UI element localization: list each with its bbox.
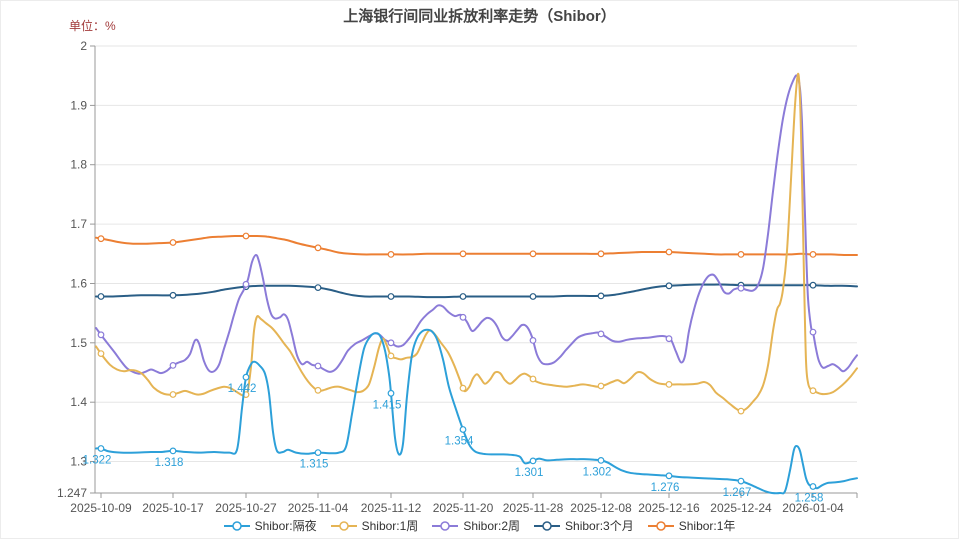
y-tick-label-7: 1.3 — [70, 455, 87, 469]
y-tick-label-8: 1.247 — [57, 486, 87, 500]
series-1-markers — [97, 350, 817, 415]
x-tick-label-3: 2025-11-04 — [288, 501, 349, 515]
chart-title: 上海银行间同业拆放利率走势（Shibor） — [343, 8, 616, 25]
x-tick-label-4: 2025-11-12 — [361, 501, 422, 515]
legend-item-2[interactable]: Shibor:2周 — [432, 517, 520, 534]
x-tick-label-1: 2025-10-17 — [142, 501, 204, 515]
series-3-markers — [97, 281, 817, 300]
legend-marker-icon — [534, 520, 561, 531]
y-tick-label-3: 1.7 — [70, 217, 87, 231]
legend-marker-icon — [223, 520, 250, 531]
data-label-1.276: 1.276 — [651, 482, 680, 494]
legend-item-4[interactable]: Shibor:1年 — [647, 517, 736, 534]
series-1-group[interactable] — [95, 72, 858, 415]
series-line-1[interactable] — [95, 72, 858, 413]
series-0-point-labels: 1.322 1.318 1.442 1.315 1.415 1.354 1.301 1.302… — [83, 383, 824, 504]
series-0-markers — [97, 373, 817, 490]
legend-label: Shibor:隔夜 — [254, 519, 317, 533]
x-tick-label-9: 2025-12-24 — [710, 501, 772, 515]
series-line-3[interactable] — [95, 283, 858, 299]
x-tick-label-0: 2025-10-09 — [70, 501, 132, 515]
y-tick-label-4: 1.6 — [70, 277, 87, 291]
legend-label: Shibor:2周 — [463, 519, 521, 533]
y-tick-label-1: 1.9 — [70, 98, 87, 112]
legend-item-3[interactable]: Shibor:3个月 — [534, 517, 634, 534]
data-label-1.442: 1.442 — [228, 383, 257, 395]
series-4-markers — [97, 232, 817, 258]
legend-item-0[interactable]: Shibor:隔夜 — [223, 517, 317, 534]
y-tick-label-6: 1.4 — [70, 395, 87, 409]
legend-label: Shibor:1周 — [361, 519, 419, 533]
x-tick-label-2: 2025-10-27 — [215, 501, 277, 515]
data-label-1.354: 1.354 — [445, 436, 474, 448]
x-tick-label-7: 2025-12-08 — [570, 501, 632, 515]
chart-legend: Shibor:隔夜 Shibor:1周 Shibor:2周 Shibor:3个月 Shi… — [1, 517, 958, 534]
x-tick-label-8: 2025-12-16 — [638, 501, 700, 515]
data-label-1.315: 1.315 — [300, 459, 329, 471]
legend-label: Shibor:3个月 — [565, 519, 634, 533]
series-2-markers — [97, 280, 817, 370]
data-label-1.322: 1.322 — [83, 455, 112, 467]
legend-label: Shibor:1年 — [678, 519, 736, 533]
data-label-1.258: 1.258 — [795, 493, 824, 505]
series-line-2[interactable] — [95, 74, 858, 375]
legend-marker-icon — [647, 520, 674, 531]
series-3-group[interactable] — [95, 281, 858, 300]
legend-item-1[interactable]: Shibor:1周 — [330, 517, 419, 534]
series-0-group[interactable] — [95, 328, 858, 495]
y-tick-label-0: 2 — [80, 39, 87, 53]
data-label-1.318: 1.318 — [155, 457, 184, 469]
data-label-1.415: 1.415 — [373, 399, 402, 411]
x-tick-label-10: 2026-01-04 — [782, 501, 844, 515]
y-axis-unit-label: 单位：% — [69, 19, 116, 33]
legend-marker-icon — [330, 520, 357, 531]
x-tick-label-5: 2025-11-20 — [433, 501, 494, 515]
series-4-group[interactable] — [95, 232, 858, 258]
gridlines — [95, 45, 857, 462]
y-tick-label-2: 1.8 — [70, 158, 87, 172]
data-label-1.301: 1.301 — [515, 467, 544, 479]
series-line-4[interactable] — [95, 234, 858, 257]
data-label-1.267: 1.267 — [723, 487, 752, 499]
y-tick-label-5: 1.5 — [70, 336, 87, 350]
data-label-1.302: 1.302 — [583, 466, 612, 478]
series-2-group[interactable] — [95, 74, 858, 375]
x-tick-label-6: 2025-11-28 — [503, 501, 564, 515]
legend-marker-icon — [432, 520, 459, 531]
